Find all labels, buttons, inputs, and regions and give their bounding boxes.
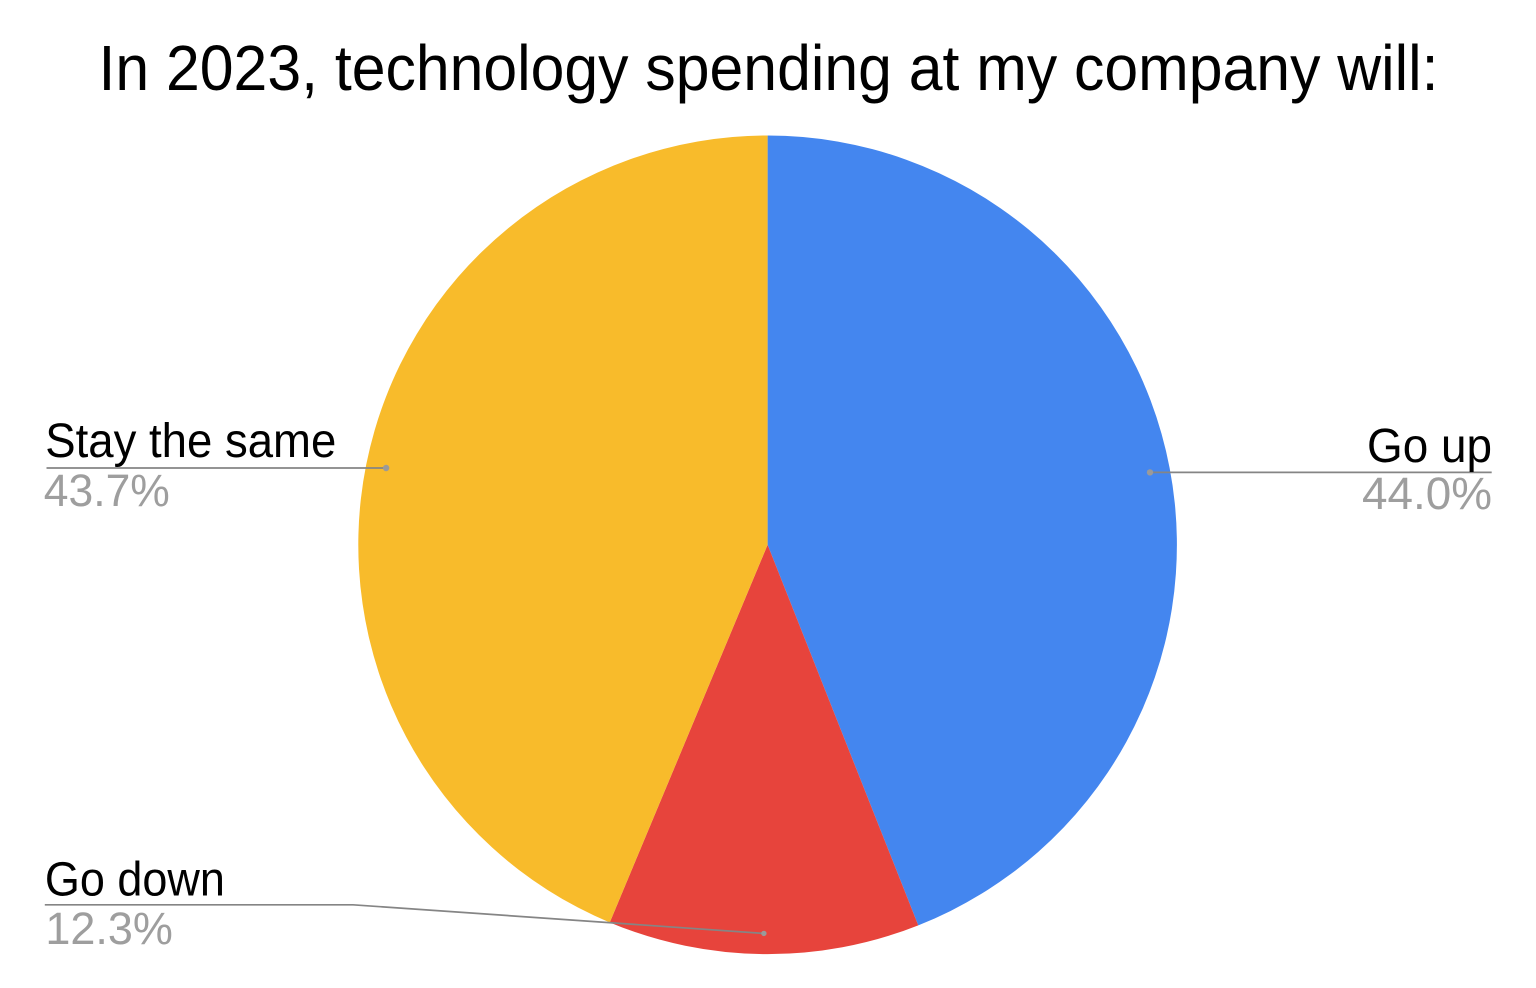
- svg-text:In 2023, technology spending a: In 2023, technology spending at my compa…: [99, 32, 1439, 104]
- svg-text:Go up: Go up: [1367, 420, 1492, 473]
- svg-text:43.7%: 43.7%: [44, 465, 170, 516]
- svg-text:Stay the same: Stay the same: [45, 415, 336, 468]
- svg-text:Go down: Go down: [45, 853, 225, 906]
- svg-text:12.3%: 12.3%: [45, 903, 172, 954]
- svg-text:44.0%: 44.0%: [1362, 468, 1492, 519]
